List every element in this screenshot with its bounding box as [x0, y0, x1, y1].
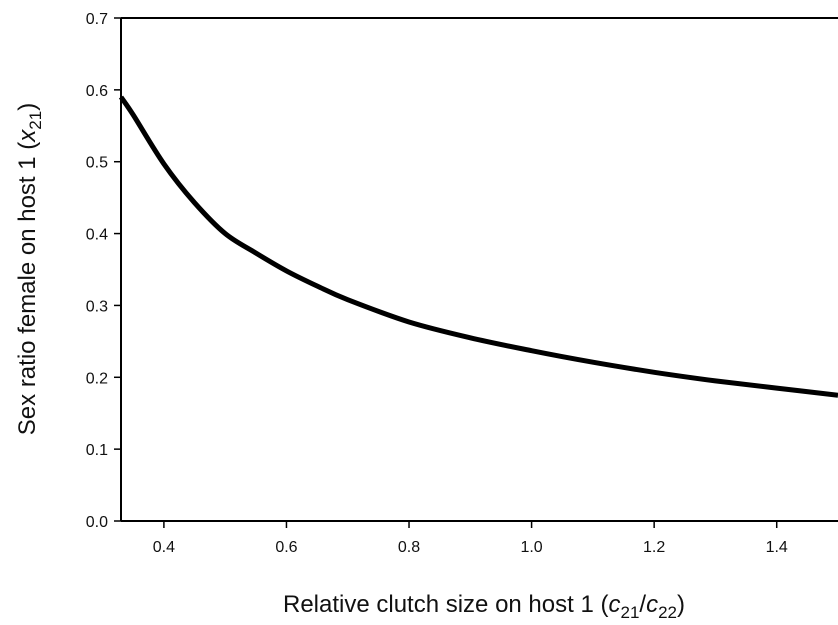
x-tick-label: 0.6	[275, 539, 297, 556]
y-tick-label: 0.5	[86, 155, 108, 172]
x-tick-label: 1.0	[520, 539, 542, 556]
plot-axes	[120, 17, 838, 522]
y-axis-ticks: 0.0 0.1 0.2 0.3 0.4 0.5 0.6 0.7	[86, 11, 121, 531]
y-tick-label: 0.3	[86, 298, 108, 315]
x-tick-label: 1.4	[766, 539, 788, 556]
series-line	[118, 95, 838, 398]
x-tick-label: 0.4	[153, 539, 175, 556]
x-axis-ticks: 0.4 0.6 0.8 1.0 1.2 1.4	[153, 521, 788, 556]
y-tick-label: 0.2	[86, 370, 108, 387]
y-tick-label: 0.6	[86, 83, 108, 100]
x-tick-label: 0.8	[398, 539, 420, 556]
y-tick-label: 0.1	[86, 442, 108, 459]
y-tick-label: 0.7	[86, 11, 108, 28]
series-layer	[118, 95, 838, 398]
y-tick-label: 0.4	[86, 227, 108, 244]
y-tick-label: 0.0	[86, 514, 108, 531]
x-tick-label: 1.2	[643, 539, 665, 556]
y-axis-title: Sex ratio female on host 1 (x21)	[14, 103, 45, 435]
x-axis-title: Relative clutch size on host 1 (c21/c22)	[283, 591, 685, 622]
